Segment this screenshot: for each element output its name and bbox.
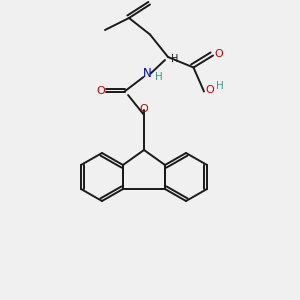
Text: H: H [154,71,162,82]
Text: O: O [214,49,223,59]
Text: H: H [171,54,178,64]
Text: O: O [140,104,148,115]
Text: H: H [216,81,224,91]
Text: N: N [142,67,152,80]
Text: O: O [205,85,214,95]
Text: O: O [96,86,105,97]
